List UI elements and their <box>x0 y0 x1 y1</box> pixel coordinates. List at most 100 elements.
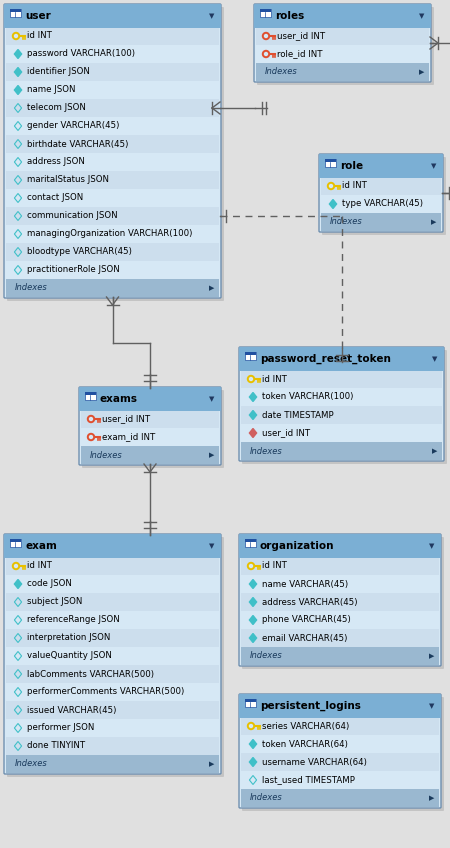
Text: username VARCHAR(64): username VARCHAR(64) <box>262 757 367 767</box>
Text: user_id INT: user_id INT <box>102 415 150 423</box>
Bar <box>245 539 256 547</box>
Bar <box>85 392 96 400</box>
Bar <box>10 539 21 542</box>
Polygon shape <box>249 579 256 589</box>
Text: persistent_logins: persistent_logins <box>260 700 361 711</box>
Text: done TINYINT: done TINYINT <box>27 741 85 750</box>
Text: referenceRange JSON: referenceRange JSON <box>27 616 120 624</box>
Bar <box>245 539 256 542</box>
FancyBboxPatch shape <box>239 694 441 808</box>
Bar <box>241 575 439 593</box>
Bar <box>241 717 439 735</box>
Text: Indexes: Indexes <box>265 68 298 76</box>
Text: Indexes: Indexes <box>15 283 48 293</box>
Text: ▶: ▶ <box>429 795 435 801</box>
Bar <box>241 370 442 388</box>
Bar <box>6 737 219 755</box>
Text: subject JSON: subject JSON <box>27 598 82 606</box>
Bar <box>241 442 442 460</box>
FancyBboxPatch shape <box>254 4 431 82</box>
Text: code JSON: code JSON <box>27 579 72 589</box>
Bar <box>6 153 219 171</box>
Bar <box>241 789 439 807</box>
Text: token VARCHAR(100): token VARCHAR(100) <box>262 393 353 401</box>
Text: id INT: id INT <box>262 375 287 383</box>
Text: Indexes: Indexes <box>330 217 363 226</box>
Text: exam: exam <box>25 541 57 551</box>
Bar <box>6 117 219 135</box>
Text: phone VARCHAR(45): phone VARCHAR(45) <box>262 616 351 624</box>
Text: Indexes: Indexes <box>250 651 283 661</box>
Text: organization: organization <box>260 541 334 551</box>
Text: maritalStatus JSON: maritalStatus JSON <box>27 176 109 185</box>
FancyBboxPatch shape <box>319 154 443 178</box>
Bar <box>6 99 219 117</box>
Text: ▶: ▶ <box>209 761 215 767</box>
Circle shape <box>90 436 93 438</box>
Bar <box>6 647 219 665</box>
Text: email VARCHAR(45): email VARCHAR(45) <box>262 633 347 643</box>
Polygon shape <box>249 598 256 606</box>
Text: gender VARCHAR(45): gender VARCHAR(45) <box>27 121 119 131</box>
Circle shape <box>265 53 267 55</box>
FancyBboxPatch shape <box>239 347 444 461</box>
Bar <box>245 699 256 702</box>
FancyBboxPatch shape <box>4 4 221 298</box>
Bar <box>241 406 442 424</box>
Text: valueQuantity JSON: valueQuantity JSON <box>27 651 112 661</box>
Text: contact JSON: contact JSON <box>27 193 83 203</box>
Text: ▼: ▼ <box>209 396 215 402</box>
Bar <box>10 9 21 17</box>
Bar <box>6 701 219 719</box>
Polygon shape <box>249 393 256 401</box>
Bar <box>325 159 336 162</box>
Text: user_id INT: user_id INT <box>277 31 325 41</box>
Text: password_reset_token: password_reset_token <box>260 354 391 364</box>
Text: ▼: ▼ <box>209 13 215 19</box>
Text: token VARCHAR(64): token VARCHAR(64) <box>262 739 348 749</box>
FancyBboxPatch shape <box>4 534 221 774</box>
Text: labComments VARCHAR(500): labComments VARCHAR(500) <box>27 670 154 678</box>
Circle shape <box>249 565 252 567</box>
Bar <box>6 225 219 243</box>
Text: birthdate VARCHAR(45): birthdate VARCHAR(45) <box>27 140 128 148</box>
Text: Indexes: Indexes <box>250 447 283 455</box>
Bar <box>6 755 219 773</box>
Text: identifier JSON: identifier JSON <box>27 68 90 76</box>
FancyBboxPatch shape <box>4 534 221 558</box>
Text: user_id INT: user_id INT <box>262 428 310 438</box>
Text: ▶: ▶ <box>419 69 425 75</box>
Text: name VARCHAR(45): name VARCHAR(45) <box>262 579 348 589</box>
Bar <box>6 45 219 63</box>
Bar <box>6 593 219 611</box>
Circle shape <box>248 722 255 729</box>
Circle shape <box>14 35 18 37</box>
Bar <box>81 446 219 464</box>
Bar <box>6 81 219 99</box>
Bar <box>6 135 219 153</box>
Text: managingOrganization VARCHAR(100): managingOrganization VARCHAR(100) <box>27 230 193 238</box>
Circle shape <box>329 185 333 187</box>
Circle shape <box>328 182 334 189</box>
FancyBboxPatch shape <box>239 534 441 666</box>
Bar <box>81 410 219 428</box>
Text: Indexes: Indexes <box>250 794 283 802</box>
Bar <box>321 195 441 213</box>
Bar <box>6 27 219 45</box>
Polygon shape <box>249 633 256 643</box>
Text: user: user <box>25 11 51 21</box>
Circle shape <box>248 376 255 382</box>
Bar <box>6 243 219 261</box>
Text: ▼: ▼ <box>429 703 435 709</box>
Text: Indexes: Indexes <box>15 760 48 768</box>
Bar <box>260 9 271 12</box>
Text: ▶: ▶ <box>429 653 435 659</box>
Circle shape <box>87 416 94 422</box>
FancyBboxPatch shape <box>82 390 224 468</box>
Bar <box>6 189 219 207</box>
FancyBboxPatch shape <box>319 154 443 232</box>
Circle shape <box>262 32 270 40</box>
Bar <box>6 261 219 279</box>
Circle shape <box>13 562 19 570</box>
Bar <box>321 213 441 231</box>
